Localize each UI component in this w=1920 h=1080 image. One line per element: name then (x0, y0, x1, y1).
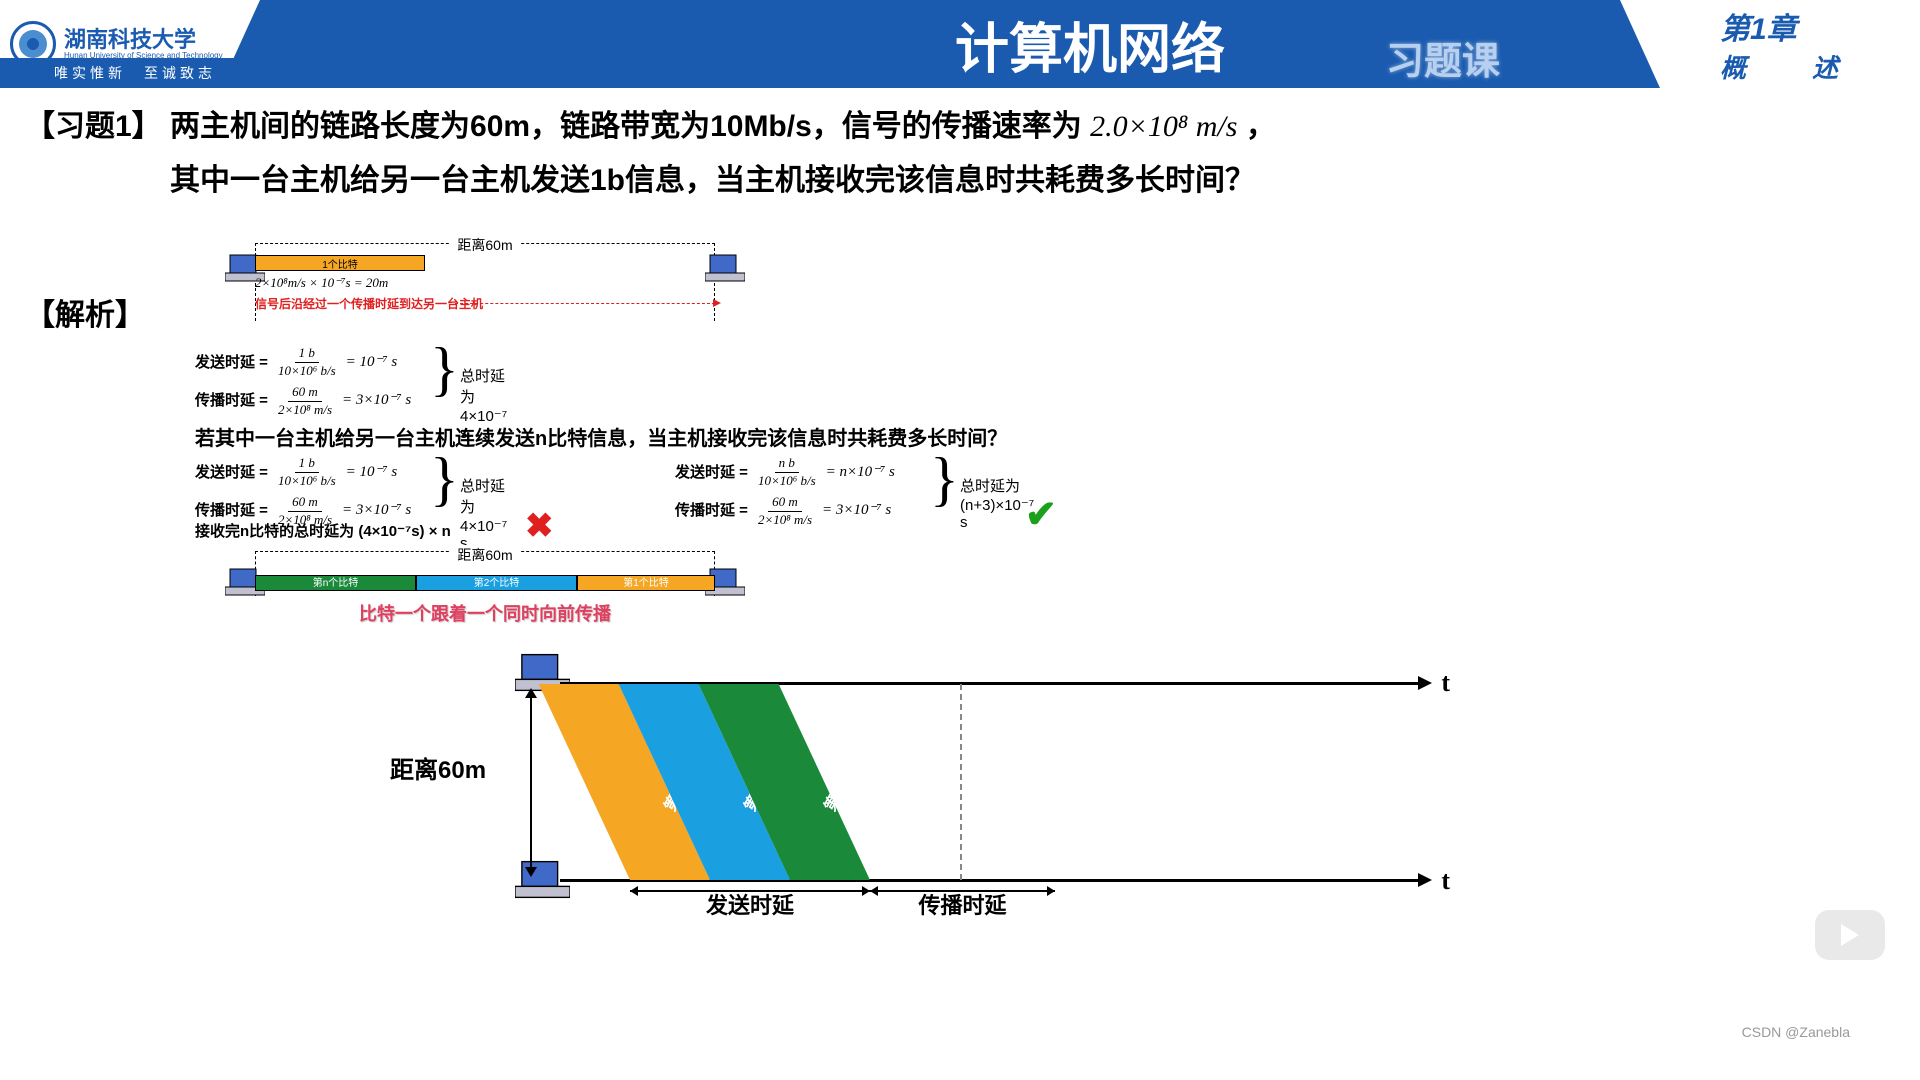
cross-icon: ✖ (525, 506, 554, 546)
problem-line1a: 两主机间的链路长度为60m，链路带宽为10Mb/s，信号的传播速率为 (170, 110, 1090, 143)
time-diagram: t t 距离60m 第1个比特第2个比特第3个比特 发送时延 传播时延 (500, 620, 1420, 910)
prop-delay-label: 传播时延 = (195, 391, 268, 411)
distance-label: 距离60m (449, 235, 520, 255)
subtitle: 习题课 (1386, 30, 1500, 85)
main-title: 计算机网络 (955, 5, 1225, 84)
problem-sci: 2.0×10⁸ m/s (1090, 110, 1237, 143)
chapter-box: 第1章 概 述 (1660, 0, 1920, 88)
chapter-title: 概 述 (1720, 48, 1858, 85)
send-delay-label: 发送时延 = (195, 353, 268, 373)
prop-delay-text: 传播时延 (870, 888, 1055, 920)
distance-label: 距离60m (390, 750, 486, 785)
signal-bar: 1个比特 (255, 255, 425, 271)
diagram2: 距离60m 第n个比特第2个比特第1个比特 比特一个跟着一个同时向前传播 (225, 545, 745, 615)
problem-line1b: ， (1246, 110, 1276, 143)
vertical-arrow (530, 690, 532, 875)
watermark: CSDN @Zanebla (1742, 1024, 1850, 1040)
problem-tag: 【习题1】 (25, 100, 162, 154)
red-arrow (455, 303, 715, 304)
calc-block-3: 发送时延 = n b10×10⁶ b/s = n×10⁻⁷ s 传播时延 = 6… (675, 455, 895, 533)
signal-equation: 2×10⁸m/s × 10⁻⁷s = 20m (255, 275, 388, 291)
host-right-icon (705, 253, 745, 283)
brace-icon: } (430, 335, 459, 404)
question2: 若其中一台主机给另一台主机连续发送n比特信息，当主机接收完该信息时共耗费多长时间… (195, 422, 1007, 451)
segment-bar: 第n个比特第2个比特第1个比特 (255, 575, 715, 591)
content: 【习题1】 两主机间的链路长度为60m，链路带宽为10Mb/s，信号的传播速率为… (25, 100, 1895, 208)
segment: 第n个比特 (255, 575, 416, 591)
header: 湖南科技大学 Hunan University of Science and T… (0, 0, 1920, 88)
brace-icon: } (430, 445, 459, 514)
bit-band-label: 第3个比特 (817, 739, 872, 815)
wrong-answer: 接收完n比特的总时延为 (4×10⁻⁷s) × n (195, 520, 451, 541)
segment: 第1个比特 (577, 575, 715, 591)
send-delay-text: 发送时延 (630, 888, 870, 920)
analysis-tag: 【解析】 (25, 290, 145, 334)
vdash (960, 684, 962, 880)
problem-line2: 其中一台主机给另一台主机发送1b信息，当主机接收完该信息时共耗费多长时间？ (25, 154, 1895, 208)
check-icon: ✔ (1025, 492, 1057, 537)
problem-text: 【习题1】 两主机间的链路长度为60m，链路带宽为10Mb/s，信号的传播速率为… (25, 100, 1895, 208)
red-note: 信号后沿经过一个传播时延到达另一台主机 (255, 295, 483, 312)
chapter-number: 第1章 (1720, 4, 1797, 48)
calc-block-1: 发送时延 = 1 b10×10⁶ b/s = 10⁻⁷ s 传播时延 = 60 … (195, 345, 411, 423)
segment: 第2个比特 (416, 575, 577, 591)
brace-icon: } (930, 445, 959, 514)
play-button[interactable] (1815, 910, 1885, 960)
university-name: 湖南科技大学 (64, 29, 223, 51)
